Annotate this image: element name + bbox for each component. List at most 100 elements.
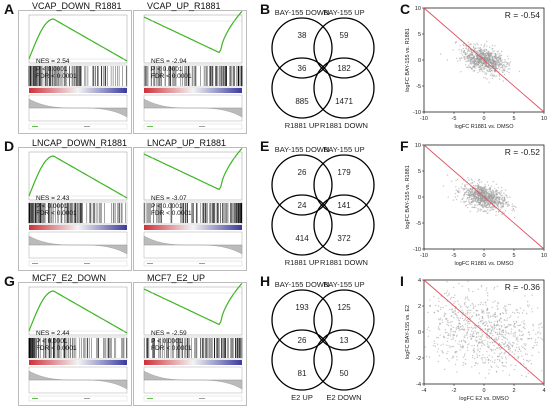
x-tick-label: 4 (542, 388, 545, 394)
y-tick-label: -10 (413, 247, 421, 253)
venn-circle-bottom (313, 194, 375, 256)
y-axis-label: logFC BAY-155 vs. E2 (405, 305, 411, 359)
y-tick-label: 0 (418, 58, 421, 64)
venn-set-label: BAY-155 UP (323, 145, 364, 154)
rank-gradient-bar (144, 225, 242, 230)
gsea-stat-line: FDR < 0.0001 (151, 73, 192, 80)
venn-circle-bottom (313, 329, 375, 391)
gsea-title: MCF7_E2_DOWN (32, 273, 107, 283)
venn-set-label: R1881 UP (285, 121, 320, 130)
venn-set-label: E2 DOWN (326, 393, 361, 402)
gsea-stats: NES = -3.07 P < 0.0001 FDR < 0.0001 (151, 195, 192, 218)
venn-diagram: BAY-155 DOWN 38 36 885 R1881 UP (260, 2, 344, 132)
enrichment-curve (28, 290, 128, 334)
panel-label: G (4, 273, 15, 289)
x-tick-label: 0 (482, 388, 485, 394)
venn-count: 24 (298, 201, 307, 210)
x-axis-label: logFC R1881 vs. DMSO (455, 124, 515, 130)
gsea-stat-line: NES = 2.43 (36, 195, 70, 202)
x-tick-label: 10 (541, 253, 547, 259)
venn-count: 193 (295, 303, 309, 312)
x-tick-label: -5 (452, 116, 457, 122)
y-axis-label: logFC BAY-155 vs. R1881 (405, 28, 411, 92)
y-tick-label: 10 (415, 6, 421, 12)
gene-hit-barcode (143, 336, 243, 360)
gene-hit-barcode (143, 64, 243, 88)
gsea-stats: NES = 2.43 P < 0.0001 FDR < 0.0001 (36, 195, 77, 218)
x-tick-label: 0 (482, 116, 485, 122)
gsea-stat-line: NES = -2.94 (151, 58, 187, 65)
y-tick-label: -5 (416, 84, 421, 90)
x-axis-label: logFC R1881 vs. DMSO (455, 261, 515, 267)
gsea-title: VCAP_DOWN_R1881 (32, 1, 122, 11)
venn-count: 81 (298, 369, 307, 378)
venn-count: 26 (298, 336, 307, 345)
panel-label: E (260, 138, 270, 154)
venn-circle-top (271, 17, 333, 79)
gsea-title: VCAP_UP_R1881 (147, 1, 221, 11)
enrichment-curve (28, 155, 128, 199)
enrichment-curve (143, 283, 243, 326)
panel-label: H (260, 273, 271, 289)
venn-count: 182 (337, 64, 351, 73)
venn-count: 125 (337, 303, 351, 312)
venn-count: 885 (295, 97, 309, 106)
gsea-stat-line: P < 0.0001 (36, 202, 68, 210)
gsea-enrichment-plot (133, 10, 247, 134)
x-tick-label: 2 (512, 388, 515, 394)
identity-line (423, 144, 545, 250)
enrichment-curve (28, 18, 128, 62)
y-axis-label: logFC BAY-155 vs. R1881 (405, 165, 411, 229)
gsea-enrichment-plot (133, 282, 247, 406)
gsea-stat-line: NES = 2.44 (36, 330, 70, 337)
venn-circle-bottom (271, 57, 333, 119)
gsea-stat-line: FDR < 0.0001 (151, 210, 192, 217)
identity-line (423, 279, 545, 385)
panel-label: B (260, 1, 271, 17)
gsea-stats: NES = -2.59 P < 0.0001 FDR < 0.0001 (151, 330, 192, 353)
venn-set-label: R1881 DOWN (320, 121, 368, 130)
venn-count: 38 (298, 31, 307, 40)
gsea-enrichment-plot (18, 10, 132, 134)
gsea-enrichment-plot (133, 147, 247, 271)
gsea-stats: NES = 2.44 P < 0.0001 FDR < 0.0001 (36, 330, 77, 353)
gsea-stat-line: NES = -3.07 (151, 195, 187, 202)
x-tick-label: 5 (512, 253, 515, 259)
gsea-stat-line: FDR < 0.0001 (36, 345, 77, 352)
identity-line (423, 7, 545, 113)
gene-hit-barcode (143, 201, 243, 225)
venn-diagram: BAY-155 UP 179 141 372 R1881 DOWN (302, 139, 386, 269)
gsea-enrichment-plot (18, 282, 132, 406)
venn-circle-top (313, 17, 375, 79)
scatter-points (439, 39, 521, 84)
rank-gradient-bar (144, 360, 242, 365)
gsea-stat-line: FDR < 0.0001 (36, 73, 77, 80)
gsea-stat-line: P < 0.0001 (36, 337, 68, 345)
x-tick-label: 5 (512, 116, 515, 122)
gsea-stat-line: P < 0.0001 (151, 65, 183, 73)
gsea-stat-line: FDR < 0.0001 (36, 210, 77, 217)
venn-count: 13 (340, 336, 349, 345)
gsea-stat-line: P < 0.0001 (151, 337, 183, 345)
gsea-stats: NES = -2.94 P < 0.0001 FDR < 0.0001 (151, 58, 192, 81)
y-tick-label: 0 (418, 330, 421, 336)
x-tick-label: 10 (541, 116, 547, 122)
x-axis-label: logFC E2 vs. DMSO (459, 396, 509, 402)
gsea-title: LNCAP_DOWN_R1881 (32, 138, 128, 148)
venn-diagram: BAY-155 UP 125 13 50 E2 DOWN (302, 274, 386, 404)
rank-gradient-bar (29, 225, 127, 230)
venn-set-label: BAY-155 DOWN (275, 8, 330, 17)
venn-circle-bottom (271, 329, 333, 391)
panel-label: D (4, 138, 15, 154)
venn-set-label: E2 UP (291, 393, 313, 402)
scatter-plot: -4 -2 0 2 4 4 2 0 -2 -4 logFC E2 vs. DMSO logFC BAY… (400, 274, 548, 407)
gene-hit-barcode (28, 201, 128, 225)
panel-label: A (4, 1, 15, 17)
gsea-stats: NES = 2.54 P < 0.0001 FDR < 0.0001 (36, 58, 77, 81)
rank-gradient-bar (144, 88, 242, 93)
venn-set-label: BAY-155 UP (323, 8, 364, 17)
venn-set-label: R1881 DOWN (320, 258, 368, 267)
rank-gradient-bar (29, 88, 127, 93)
y-tick-label: -4 (416, 382, 421, 388)
venn-set-label: R1881 UP (285, 258, 320, 267)
